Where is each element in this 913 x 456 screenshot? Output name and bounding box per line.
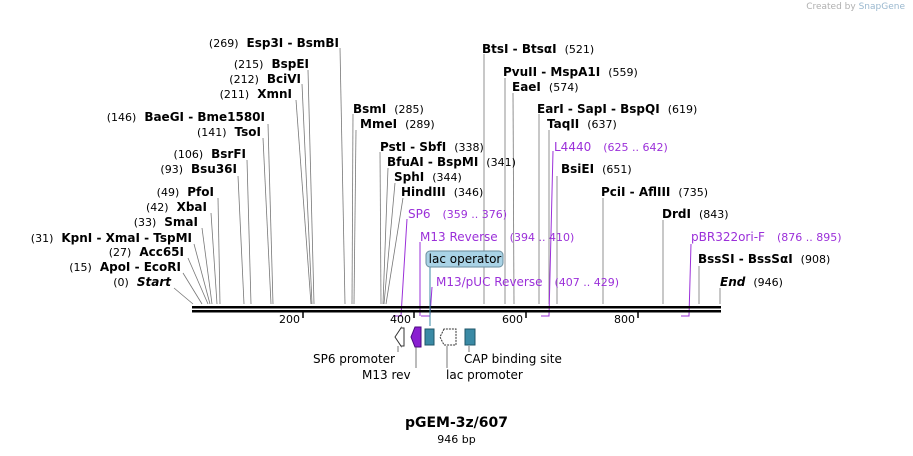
lac-promoter-label: lac promoter	[446, 368, 523, 382]
enzyme-label: EarI - SapI - BspQI (619)	[537, 102, 697, 116]
tick-400: 400	[390, 313, 411, 326]
enzyme-label: PciI - AflIII (735)	[601, 185, 708, 199]
snapgene-credit: Created by SnapGene	[806, 2, 905, 12]
leader-lines	[173, 47, 721, 305]
m13-rev-arrow-icon	[410, 326, 422, 348]
sp6-promoter-icon	[394, 327, 405, 347]
enzyme-label: PstI - SbfI (338)	[380, 140, 484, 154]
primer-label-l4440: L4440 (625 .. 642)	[554, 140, 668, 154]
tick-600: 600	[502, 313, 523, 326]
enzyme-label: BssSI - BssSαI (908)	[698, 252, 830, 266]
enzyme-label: EaeI (574)	[512, 80, 579, 94]
ruler-labels: 200 400 600 800	[279, 313, 635, 326]
enzyme-label: (215) BspEI	[234, 57, 309, 71]
enzyme-label: (211) XmnI	[220, 87, 292, 101]
enzyme-label-end: End (946)	[720, 275, 783, 289]
enzyme-label: (27) Acc65I	[109, 245, 184, 259]
ruler-ticks	[302, 312, 639, 318]
enzyme-label: (15) ApoI - EcoRI	[69, 260, 181, 274]
primer-label-m13-puc-reverse: M13/pUC Reverse (407 .. 429)	[436, 275, 619, 289]
enzyme-labels-left: (269) Esp3I - BsmBI (215) BspEI (212) BciVI…	[31, 36, 339, 289]
enzyme-label: TaqII (637)	[547, 117, 617, 131]
enzyme-label: (49) PfoI	[157, 185, 214, 199]
m13-rev-label: M13 rev	[362, 368, 411, 382]
sp6-promoter-label: SP6 promoter	[313, 352, 395, 366]
tick-200: 200	[279, 313, 300, 326]
tick-800: 800	[614, 313, 635, 326]
feature-labels: SP6 promoter M13 rev lac promoter CAP bi…	[313, 352, 562, 382]
enzyme-label: BsmI (285)	[353, 102, 424, 116]
enzyme-label: (93) Bsu36I	[160, 162, 237, 176]
enzyme-label: (31) KpnI - XmaI - TspMI	[31, 231, 192, 245]
lac-operator-callout: lac operator	[425, 250, 504, 326]
enzyme-label: (146) BaeGI - Bme1580I	[107, 110, 265, 124]
feature-glyphs	[394, 326, 476, 368]
lac-operator-box	[424, 328, 435, 346]
enzyme-label: (141) TsoI	[197, 125, 261, 139]
primer-label-m13-reverse: M13 Reverse (394 .. 410)	[420, 230, 574, 244]
primer-leaders	[393, 150, 692, 317]
lac-operator-label: lac operator	[429, 252, 502, 266]
enzyme-label: BtsI - BtsαI (521)	[482, 42, 594, 56]
sequence-backbone	[192, 306, 721, 313]
primer-label-sp6: SP6 (359 .. 376)	[408, 207, 507, 221]
primer-label-pbr322ori-f: pBR322ori-F (876 .. 895)	[691, 230, 842, 244]
enzyme-labels-right: BsmI (285) MmeI (289) PstI - SbfI (338) Bfu…	[353, 42, 830, 289]
primer-labels: SP6 (359 .. 376) M13 Reverse (394 .. 410) …	[408, 140, 842, 289]
enzyme-label: MmeI (289)	[360, 117, 435, 131]
plasmid-name: pGEM-3z/607	[404, 415, 509, 431]
plasmid-size: 946 bp	[437, 433, 476, 446]
enzyme-label: (42) XbaI	[146, 200, 207, 214]
enzyme-label: (212) BciVI	[229, 72, 301, 86]
enzyme-label-start: (0) Start	[113, 275, 172, 289]
enzyme-label: BsiEI (651)	[561, 162, 632, 176]
enzyme-label: PvuII - MspA1I (559)	[503, 65, 638, 79]
cap-binding-site-label: CAP binding site	[464, 352, 562, 366]
enzyme-label: DrdI (843)	[662, 207, 729, 221]
cap-binding-site-box	[464, 328, 476, 346]
enzyme-label: BfuAI - BspMI (341)	[387, 155, 516, 169]
enzyme-label: (33) SmaI	[134, 215, 198, 229]
credit-prefix: Created by	[806, 2, 856, 12]
lac-promoter-arrow-icon	[439, 328, 457, 346]
enzyme-label: (269) Esp3I - BsmBI	[209, 36, 339, 50]
snapgene-brand: SnapGene	[858, 2, 905, 12]
enzyme-label: SphI (344)	[394, 170, 462, 184]
enzyme-label: HindIII (346)	[401, 185, 483, 199]
enzyme-label: (106) BsrFI	[174, 147, 246, 161]
